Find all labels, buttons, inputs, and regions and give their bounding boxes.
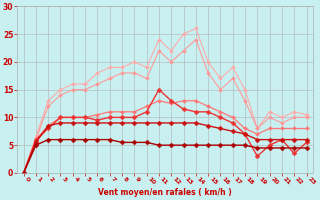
X-axis label: Vent moyen/en rafales ( km/h ): Vent moyen/en rafales ( km/h ) xyxy=(98,188,232,197)
